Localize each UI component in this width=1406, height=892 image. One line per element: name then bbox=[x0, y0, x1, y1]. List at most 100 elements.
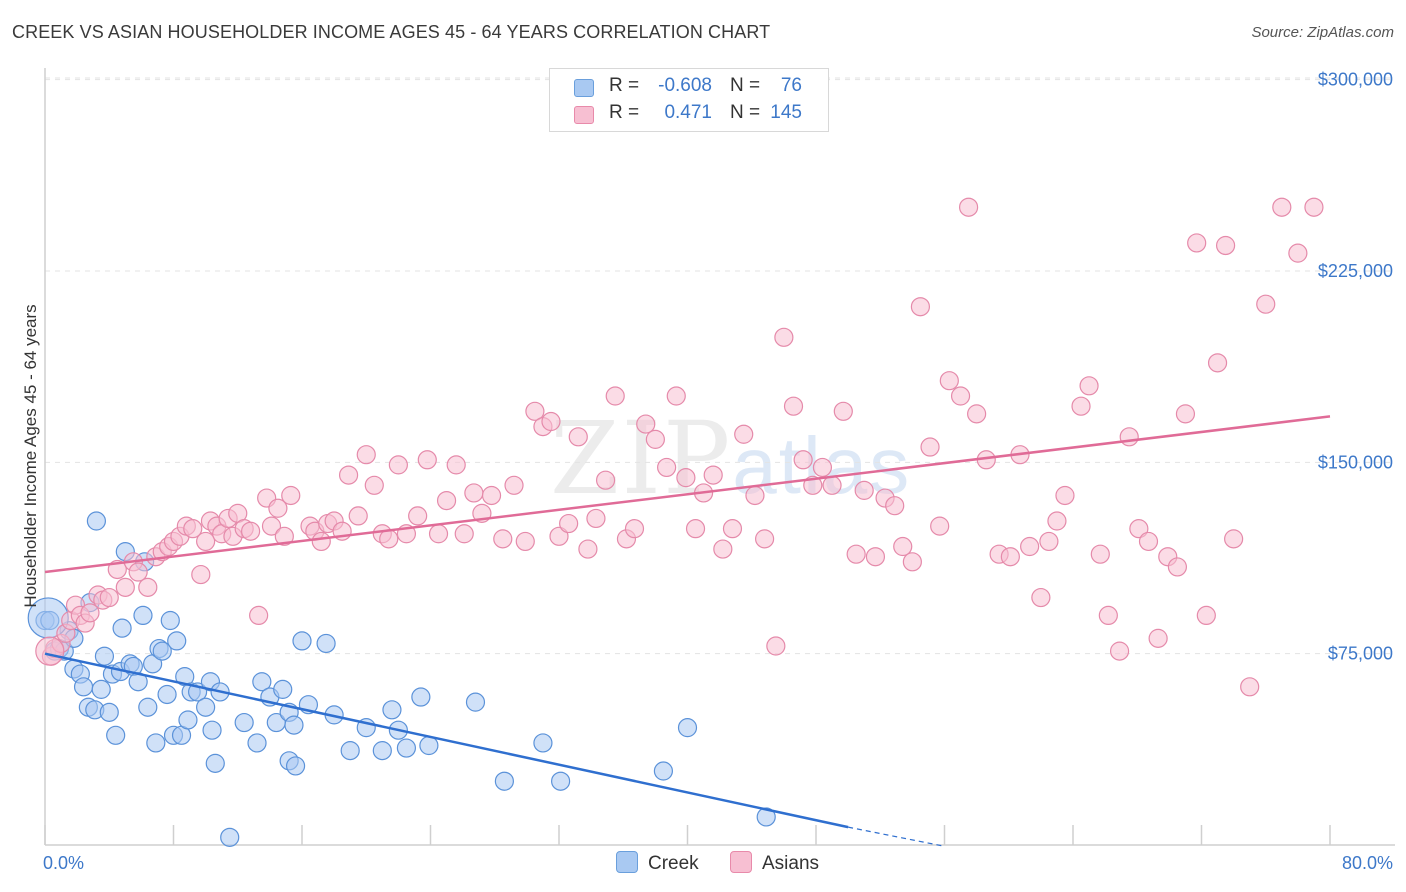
asians-point bbox=[128, 562, 148, 582]
asians-point bbox=[196, 531, 216, 552]
asians-point bbox=[515, 531, 535, 552]
creek-series bbox=[27, 511, 776, 847]
creek-point bbox=[411, 687, 431, 707]
asians-point bbox=[657, 457, 677, 478]
asians-legend-label: Asians bbox=[762, 853, 820, 874]
asians-point bbox=[793, 450, 813, 470]
grid-lines bbox=[45, 77, 1395, 655]
correlation-legend: R = -0.608 N = 76 R = 0.471 N = 145 bbox=[549, 68, 829, 132]
creek-point bbox=[73, 677, 94, 697]
asians-point bbox=[1272, 197, 1292, 217]
asians-point bbox=[586, 508, 606, 529]
asians-point bbox=[1071, 396, 1091, 416]
creek-r-value: -0.608 bbox=[658, 75, 712, 96]
asians-point bbox=[967, 404, 987, 424]
asians-point bbox=[417, 450, 437, 470]
asians-r-label: R = bbox=[609, 102, 640, 123]
asians-point bbox=[774, 327, 794, 347]
asians-point bbox=[1215, 235, 1236, 256]
creek-point bbox=[247, 733, 267, 753]
asians-point bbox=[408, 506, 428, 526]
legend-item-asians: Asians bbox=[730, 851, 819, 875]
asians-point bbox=[783, 396, 804, 416]
asians-point bbox=[1240, 677, 1260, 697]
asians-point bbox=[454, 524, 474, 544]
creek-point bbox=[551, 771, 571, 791]
legend-item-creek: Creek bbox=[616, 851, 699, 875]
asians-point bbox=[364, 475, 384, 495]
creek-point bbox=[316, 633, 336, 654]
creek-point bbox=[285, 756, 306, 776]
asians-point bbox=[249, 605, 269, 626]
asians-point bbox=[356, 445, 376, 465]
asians-trend-line bbox=[44, 415, 1331, 574]
creek-legend-swatch bbox=[616, 851, 638, 873]
asians-point bbox=[268, 498, 288, 518]
creek-point bbox=[106, 725, 126, 745]
creek-point bbox=[202, 720, 222, 740]
y-tick-label: $75,000 bbox=[1328, 644, 1393, 664]
asians-point bbox=[1039, 531, 1059, 552]
creek-point bbox=[653, 761, 674, 781]
creek-point bbox=[167, 631, 187, 651]
asians-point bbox=[893, 536, 913, 557]
asians-point bbox=[1031, 587, 1051, 608]
asians-point bbox=[1020, 536, 1040, 557]
asians-point bbox=[865, 547, 886, 567]
asians-point-large bbox=[35, 636, 65, 666]
asians-point bbox=[624, 519, 645, 539]
asians-point bbox=[902, 552, 922, 572]
asians-point bbox=[1098, 605, 1118, 626]
asians-point bbox=[713, 539, 733, 559]
asians-point bbox=[525, 401, 545, 421]
creek-r-label: R = bbox=[609, 75, 640, 96]
asians-point bbox=[549, 526, 569, 546]
asians-point bbox=[99, 587, 119, 608]
creek-point bbox=[160, 610, 180, 631]
creek-point bbox=[196, 697, 216, 717]
asians-point bbox=[1090, 544, 1110, 564]
asians-point bbox=[920, 437, 940, 457]
asians-point bbox=[1256, 294, 1276, 314]
asians-point bbox=[1196, 605, 1216, 626]
asians-r-value: 0.471 bbox=[664, 102, 712, 123]
axes bbox=[44, 68, 1395, 846]
asians-point bbox=[379, 529, 399, 549]
creek-point bbox=[94, 646, 115, 666]
asians-point bbox=[241, 521, 261, 541]
asians-point bbox=[885, 496, 905, 516]
creek-trend-line bbox=[44, 652, 849, 829]
trend-lines bbox=[44, 415, 1331, 847]
creek-point bbox=[677, 718, 698, 738]
asians-point bbox=[446, 455, 466, 475]
creek-point bbox=[220, 827, 240, 847]
creek-point bbox=[205, 753, 225, 773]
asians-point bbox=[1167, 557, 1188, 577]
asians-point bbox=[493, 529, 513, 549]
creek-point bbox=[91, 679, 111, 699]
asians-point bbox=[958, 197, 979, 217]
creek-point bbox=[152, 641, 172, 661]
asians-point bbox=[766, 636, 786, 656]
creek-point bbox=[494, 771, 514, 791]
asians-point bbox=[1207, 353, 1228, 373]
asians-point bbox=[605, 386, 625, 406]
y-axis-label: Householder Income Ages 45 - 64 years bbox=[21, 304, 40, 607]
asians-point bbox=[1175, 404, 1196, 424]
asians-point bbox=[274, 526, 294, 546]
asians-point bbox=[939, 371, 959, 391]
x-tick-label-min: 0.0% bbox=[43, 853, 84, 873]
asians-point bbox=[1047, 511, 1067, 531]
creek-point bbox=[99, 702, 119, 722]
creek-n-label: N = bbox=[730, 75, 761, 96]
asians-legend-swatch bbox=[730, 851, 752, 873]
asians-point bbox=[115, 577, 135, 597]
y-tick-label: $225,000 bbox=[1318, 261, 1393, 281]
creek-point bbox=[273, 679, 293, 699]
y-tick-label: $300,000 bbox=[1318, 70, 1393, 90]
y-tick-label: $150,000 bbox=[1318, 452, 1393, 472]
asians-point bbox=[428, 524, 449, 544]
asians-point bbox=[1148, 628, 1168, 648]
creek-point bbox=[756, 807, 776, 827]
